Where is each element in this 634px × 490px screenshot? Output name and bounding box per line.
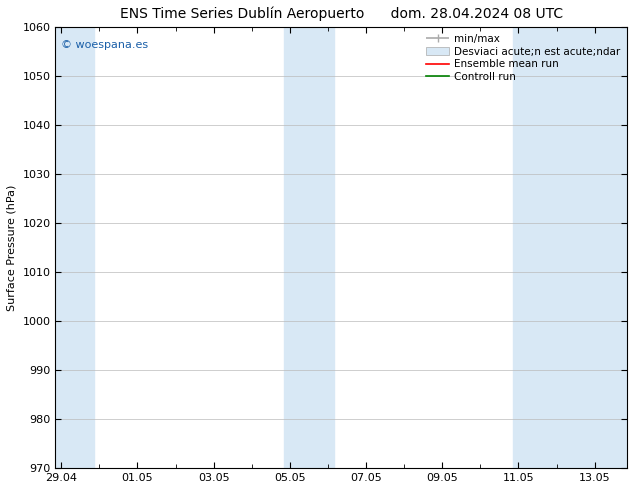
Text: © woespana.es: © woespana.es — [61, 40, 148, 50]
Bar — [513, 27, 627, 468]
Title: ENS Time Series Dublín Aeropuerto      dom. 28.04.2024 08 UTC: ENS Time Series Dublín Aeropuerto dom. 2… — [120, 7, 563, 22]
Bar — [56, 27, 94, 468]
Bar — [284, 27, 333, 468]
Y-axis label: Surface Pressure (hPa): Surface Pressure (hPa) — [7, 184, 17, 311]
Legend: min/max, Desviaci acute;n est acute;ndar, Ensemble mean run, Controll run: min/max, Desviaci acute;n est acute;ndar… — [424, 32, 622, 84]
